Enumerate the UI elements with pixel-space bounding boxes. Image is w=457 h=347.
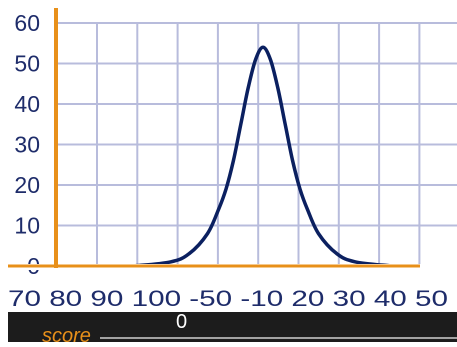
y-tick-label: 40	[14, 91, 40, 117]
y-tick-label: 10	[14, 213, 40, 239]
y-tick-label: 50	[14, 51, 40, 77]
series-line	[133, 45, 393, 268]
y-tick-label: 30	[14, 132, 40, 158]
bottom-band	[8, 312, 457, 342]
grid-lines	[56, 22, 457, 267]
series-group	[133, 45, 393, 268]
x-tick-labels: 70 80 90 100 -50 -10 20 30 40 50	[8, 286, 448, 311]
y-tick-label: 60	[14, 10, 40, 36]
x-axis-title: score	[42, 325, 91, 347]
y-tick-label: 20	[14, 172, 40, 198]
x-extra-label: 0	[176, 311, 187, 333]
y-tick-labels: 0102030405060	[14, 10, 40, 279]
